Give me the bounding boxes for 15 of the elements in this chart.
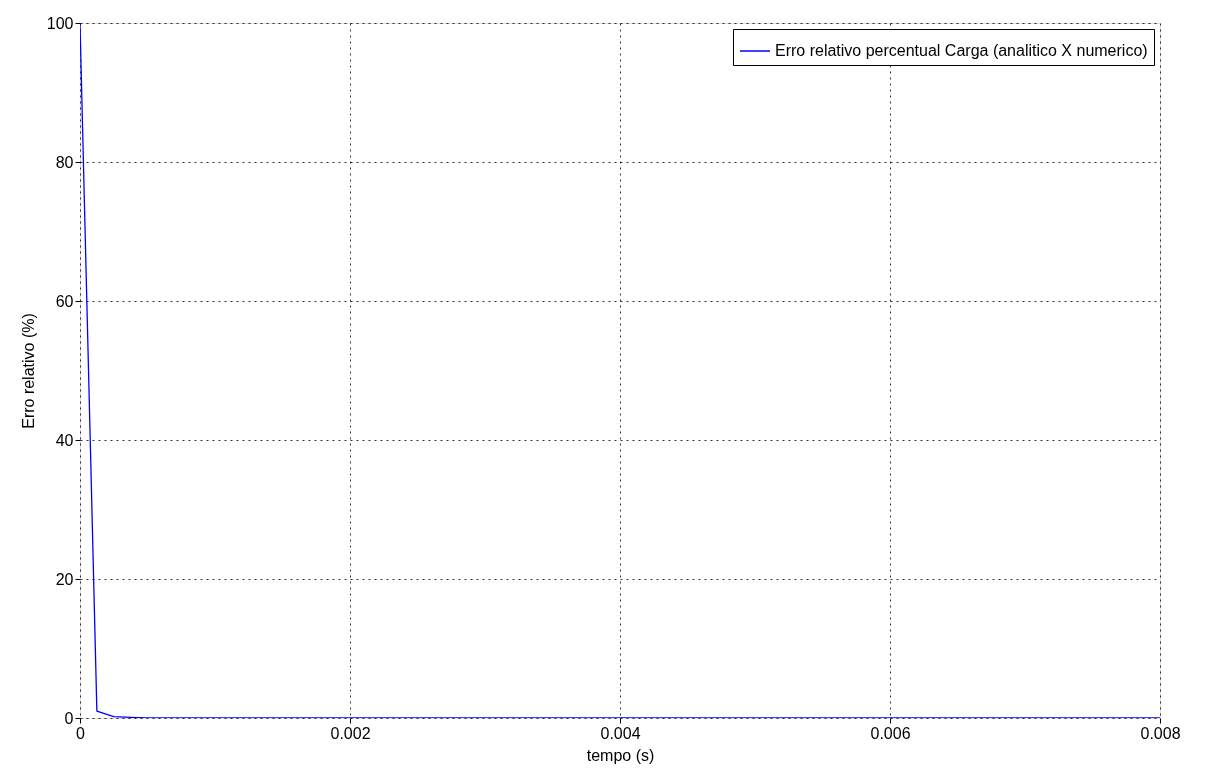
x-axis-title: tempo (s) [586, 746, 655, 764]
line-series [80, 23, 1160, 718]
y-tick-label: 100 [46, 14, 74, 32]
x-tick-label: 0.008 [1140, 724, 1181, 742]
x-tick-label: 0 [76, 724, 86, 742]
legend-label: Erro relativo percentual Carga (analitico X numerico) [775, 42, 1148, 59]
y-tick-label: 40 [55, 431, 74, 449]
y-tick-label: 20 [55, 570, 74, 588]
y-axis-title: Erro relativo (%) [19, 313, 37, 429]
x-tick-label: 0.002 [330, 724, 371, 742]
x-tick-label: 0.006 [870, 724, 911, 742]
y-tick-label: 60 [55, 292, 74, 310]
y-tick-label: 80 [55, 153, 74, 171]
y-tick-label: 0 [64, 709, 74, 727]
x-tick-label: 0.004 [600, 724, 641, 742]
